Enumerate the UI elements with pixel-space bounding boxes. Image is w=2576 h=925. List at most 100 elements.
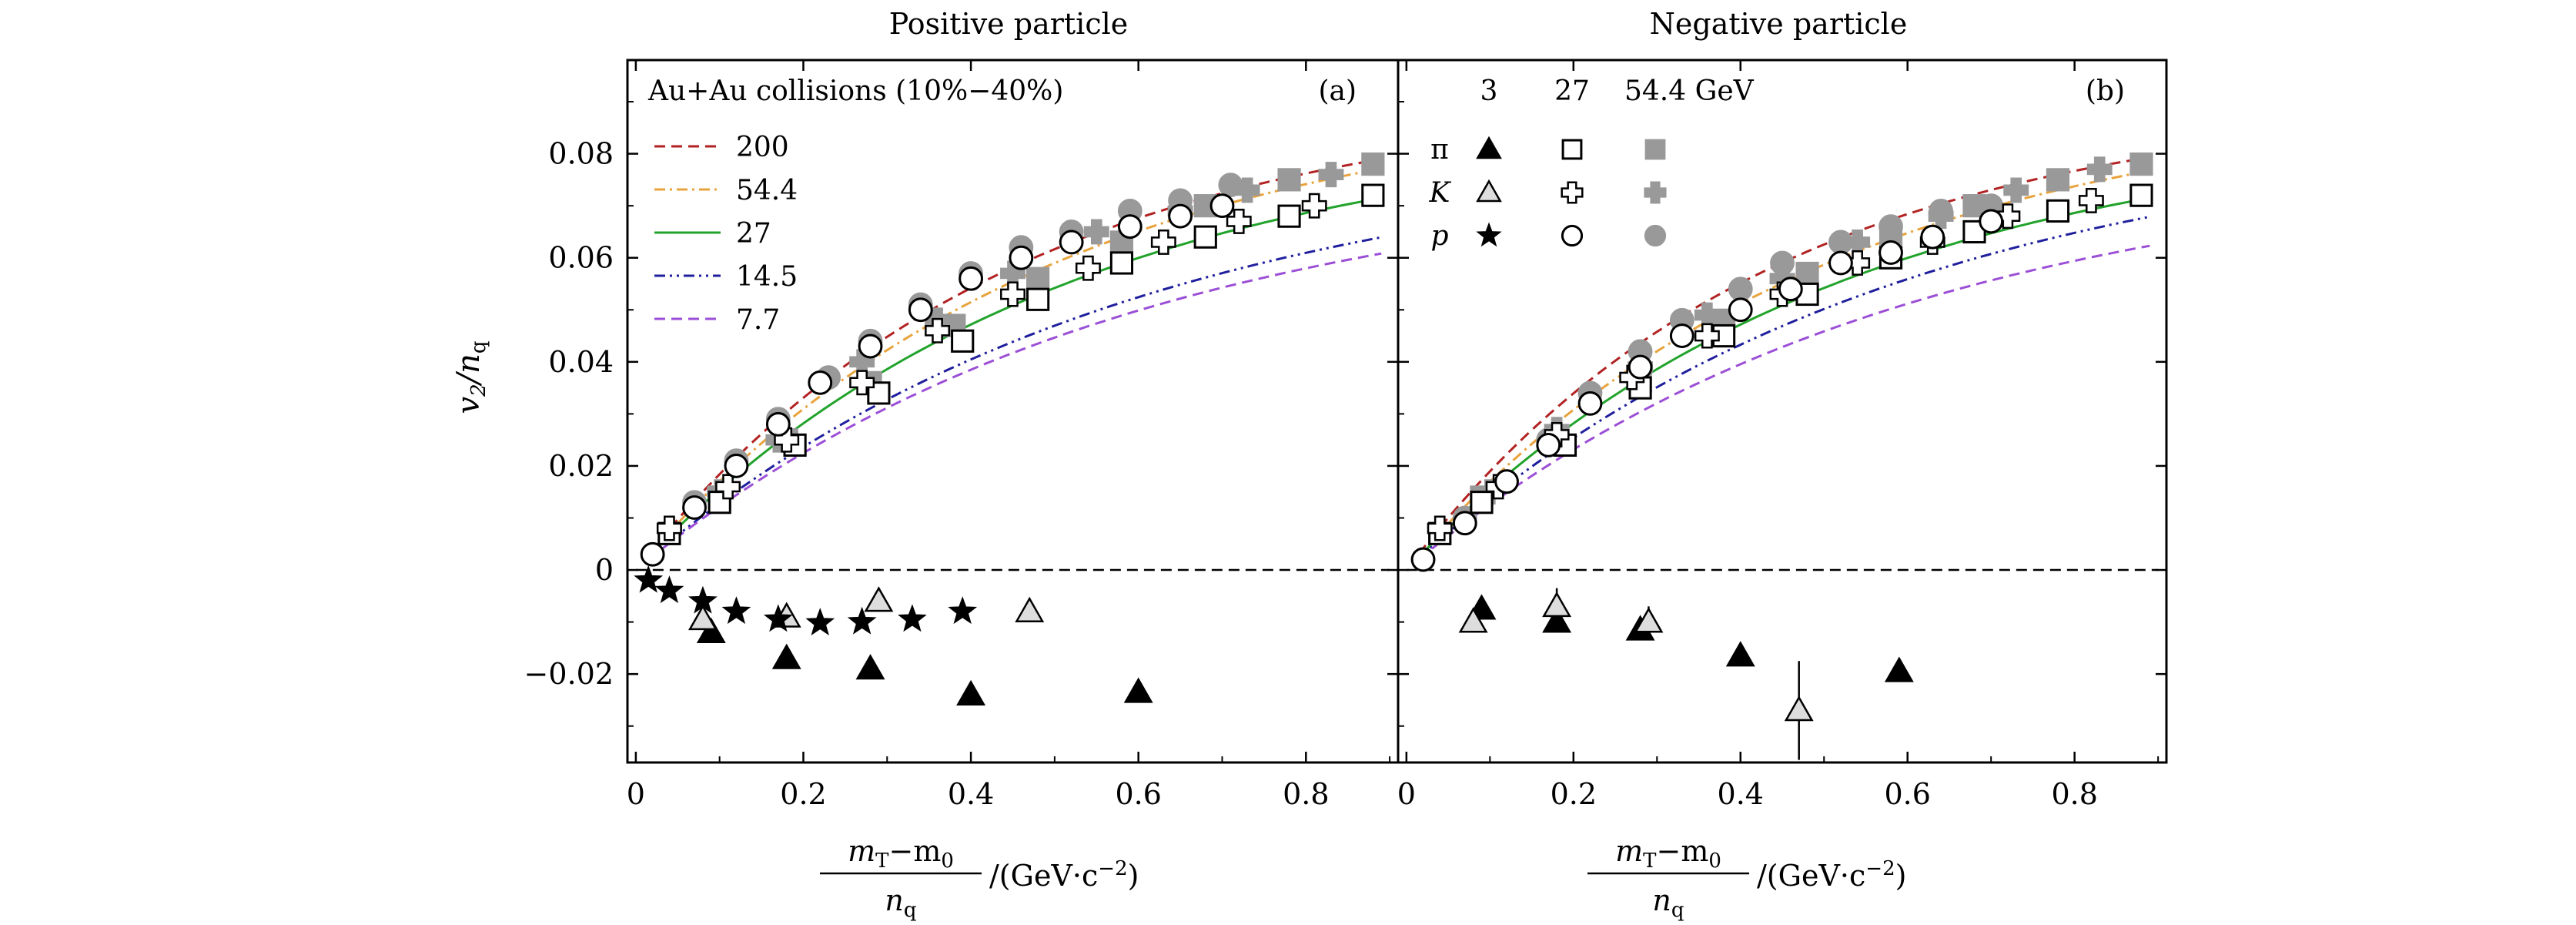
plot-frame xyxy=(626,59,1400,764)
point-p-54.4 xyxy=(1929,199,1954,223)
point-pi-54.4 xyxy=(1361,152,1385,176)
point-p-54.4 xyxy=(1770,250,1795,276)
point-p-3 xyxy=(654,575,684,604)
point-p-27 xyxy=(1920,224,1945,250)
point-p-27 xyxy=(765,411,791,437)
point-K-3 xyxy=(1634,607,1664,633)
point-pi-3 xyxy=(771,643,801,669)
panel-a: 0 0.2 0.4 0.6 0.8 −0.02 0 0.02 0.04 0.06 0.08 xyxy=(524,59,1400,811)
y-tick-label: 0.06 xyxy=(548,241,614,275)
point-pi-27 xyxy=(1277,204,1301,228)
point-pi-54.4 xyxy=(1277,168,1301,192)
point-p-27 xyxy=(1979,209,2004,234)
point-pi-54.4 xyxy=(1026,266,1050,290)
point-K-27 xyxy=(1544,421,1570,447)
point-p-27 xyxy=(1628,354,1653,380)
legend-marker-54 xyxy=(1644,181,1667,204)
series-pi-3 xyxy=(1467,594,1914,682)
y-axis-label: v2/nq xyxy=(451,340,490,414)
point-p-3 xyxy=(847,606,877,635)
legend-species-k: K xyxy=(1429,177,1452,209)
point-p-27 xyxy=(640,541,665,567)
point-pi-27 xyxy=(1109,251,1134,275)
legend-label-27: 27 xyxy=(736,218,771,250)
series-p-54.4 xyxy=(1410,193,2004,572)
legend-marker-3 xyxy=(1476,222,1502,247)
legend-label-14.5: 14.5 xyxy=(736,261,798,293)
legend-curves: Au+Au collisions (10%−40%) (a) 200 54.4 27… xyxy=(647,75,1357,336)
point-p-27 xyxy=(1577,390,1603,416)
point-K-27 xyxy=(1000,281,1025,307)
point-p-54.4 xyxy=(1218,173,1243,198)
legend-markers: (b) 3 27 54.4 GeV π K p xyxy=(1429,75,2125,252)
point-K-27 xyxy=(1301,193,1327,219)
series-p-27 xyxy=(1410,209,2004,572)
legend-marker-54 xyxy=(1644,224,1667,247)
point-p-27 xyxy=(1878,240,1903,265)
panel-a-label: (a) xyxy=(1318,75,1357,107)
x-tick-label: 0.8 xyxy=(2051,777,2097,811)
point-p-3 xyxy=(948,596,978,625)
y-tick-label: 0 xyxy=(595,553,614,587)
svg-text:nq: nq xyxy=(885,883,916,922)
svg-text:mT−m0: mT−m0 xyxy=(848,834,954,873)
point-K-3 xyxy=(687,604,718,631)
point-p-27 xyxy=(858,333,883,359)
point-K-3 xyxy=(1015,596,1045,622)
x-tick-label: 0 xyxy=(1397,777,1416,811)
point-p-27 xyxy=(1778,276,1803,302)
series-K-3 xyxy=(1458,588,1814,760)
point-pi-27 xyxy=(1193,225,1217,249)
point-p-27 xyxy=(1669,323,1694,348)
point-p-27 xyxy=(1009,245,1034,270)
point-p-3 xyxy=(688,585,718,614)
point-p-27 xyxy=(808,370,833,395)
legend-species-pi: π xyxy=(1430,134,1449,166)
legend-label-7.7: 7.7 xyxy=(736,304,780,336)
point-pi-27 xyxy=(1026,287,1050,311)
point-K-3 xyxy=(1458,607,1488,633)
point-p-27 xyxy=(1117,214,1142,240)
svg-text:mT−m0: mT−m0 xyxy=(1615,834,1721,873)
point-p-54.4 xyxy=(1728,276,1753,302)
point-pi-54.4 xyxy=(1795,261,1819,286)
x-tick-label: 0.2 xyxy=(780,777,826,811)
point-p-3 xyxy=(763,604,793,632)
legend-energy-27: 27 xyxy=(1554,75,1590,107)
point-p-3 xyxy=(721,596,751,625)
curve-14.5 xyxy=(647,236,1382,561)
series-p-54.4 xyxy=(640,173,1243,567)
point-p-27 xyxy=(1728,297,1753,323)
point-pi-27 xyxy=(2129,183,2153,207)
y-tick-label: 0.04 xyxy=(548,345,614,379)
curve-4 xyxy=(1418,244,2150,561)
point-pi-27 xyxy=(1361,183,1385,207)
legend-label-54.4: 54.4 xyxy=(736,175,798,206)
point-K-27 xyxy=(656,515,682,541)
point-pi-3 xyxy=(696,617,726,643)
point-p-54.4 xyxy=(1878,214,1903,240)
curve-3 xyxy=(1418,216,2150,560)
point-p-27 xyxy=(1209,193,1235,219)
x-tick-label: 0.4 xyxy=(1718,777,1764,811)
series-K-27 xyxy=(1427,187,2104,541)
curve-0 xyxy=(1417,156,2150,555)
x-tick-label: 0.6 xyxy=(1115,777,1161,811)
point-p-27 xyxy=(958,266,983,291)
point-K-54.4 xyxy=(2086,156,2113,183)
svg-text:/(GeV·c−2): /(GeV·c−2) xyxy=(989,857,1139,893)
point-pi-3 xyxy=(855,654,885,680)
point-K-27 xyxy=(715,474,741,500)
point-K-27 xyxy=(1427,515,1453,541)
panel-a-title: Positive particle xyxy=(889,7,1129,41)
point-K-27 xyxy=(925,317,951,344)
legend-species-p: p xyxy=(1430,220,1448,252)
point-pi-3 xyxy=(1884,656,1914,682)
legend-title: Au+Au collisions (10%−40%) xyxy=(647,75,1063,107)
point-K-3 xyxy=(1784,695,1814,722)
legend-marker-3 xyxy=(1476,136,1502,159)
point-p-27 xyxy=(1410,547,1436,572)
point-pi-54.4 xyxy=(2046,168,2070,192)
panel-b: 0 0.2 0.4 0.6 0.8 xyxy=(1397,59,2168,811)
